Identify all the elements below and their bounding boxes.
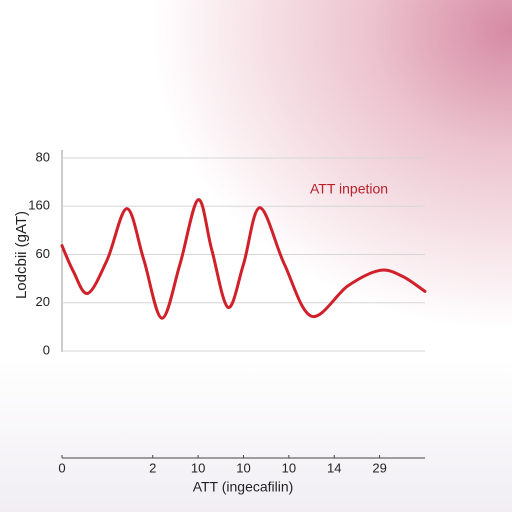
y-tick-label: 60: [36, 246, 50, 261]
x-tick-label: 29: [372, 460, 386, 475]
y-tick-label: 0: [43, 342, 50, 357]
x-tick-label: 10: [236, 460, 250, 475]
x-tick-label: 10: [282, 460, 296, 475]
x-axis-label: ATT (ingecafilin): [193, 479, 294, 495]
y-tick-label: 160: [28, 198, 50, 213]
x-tick-label: 2: [149, 460, 156, 475]
annotation: ATT inpetion: [310, 181, 388, 197]
y-tick-label: 80: [36, 149, 50, 164]
x-tick-label: 0: [58, 460, 65, 475]
x-tick-label: 14: [327, 460, 341, 475]
y-axis-label: Lodcbii (gAT): [13, 211, 30, 299]
x-tick-label: 10: [191, 460, 205, 475]
y-tick-label: 20: [36, 294, 50, 309]
data-line: [60, 198, 427, 320]
